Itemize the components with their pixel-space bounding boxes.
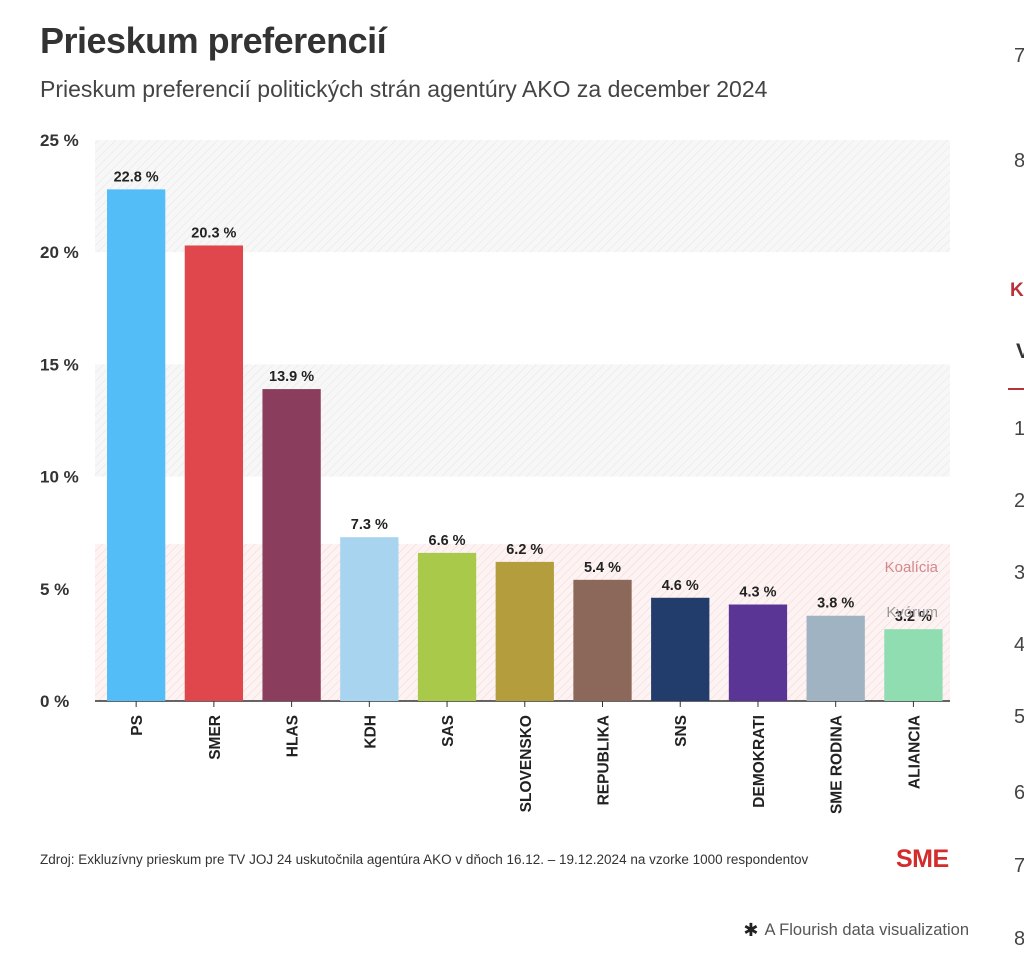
side-number: 8	[1014, 150, 1024, 172]
threshold-labels: Koalícia Kvórum	[885, 559, 939, 621]
side-number: 6	[1014, 782, 1024, 804]
y-tick-label: 10 %	[40, 468, 79, 487]
x-tick-label: KDH	[362, 715, 379, 749]
credit-label: A Flourish data visualization	[764, 921, 969, 939]
side-number: 5	[1014, 706, 1024, 728]
bars: 22.8 % 20.3 % 13.9 % 7.3 % 6.6 % 6.2 % 5.4 % 4.…	[107, 169, 943, 702]
bar-value-label: 4.3 %	[739, 585, 776, 601]
bar-hlas	[262, 389, 321, 701]
bar-value-label: 13.9 %	[269, 369, 314, 385]
bar-slovensko	[495, 561, 554, 701]
bar-chart: 0 % 5 % 10 % 15 % 20 % 25 % 22.8 % 20.3 % 13.9 …	[40, 131, 950, 814]
x-tick-label: REPUBLIKA	[596, 715, 613, 805]
x-axis: PS SMER HLAS KDH SAS SLOVENSKO REPUBLIKA SNS DEM…	[129, 701, 923, 814]
sme-logo: SME	[896, 845, 949, 873]
y-tick-label: 20 %	[40, 243, 79, 262]
x-tick-label: SLOVENSKO	[518, 715, 535, 812]
side-number: 8	[1014, 928, 1024, 950]
x-tick-label: SMER	[207, 715, 224, 760]
side-panel-divider	[1008, 388, 1024, 390]
bar-sme-rodina	[806, 615, 865, 701]
x-tick-label: HLAS	[285, 715, 302, 757]
bar-value-label: 6.2 %	[506, 542, 543, 558]
flourish-credit[interactable]: ✱ A Flourish data visualization	[743, 920, 969, 941]
asterisk-icon: ✱	[743, 920, 759, 940]
bar-sas	[417, 552, 477, 701]
side-number: 7	[1014, 45, 1024, 67]
y-tick-label: 25 %	[40, 131, 79, 150]
bar-value-label: 7.3 %	[351, 517, 388, 533]
side-number: 1	[1014, 418, 1024, 440]
bar-demokrati	[728, 604, 788, 701]
side-number: 3	[1014, 562, 1024, 584]
side-panel-tab[interactable]: Ko	[1010, 280, 1024, 301]
x-tick-label: SAS	[440, 715, 457, 747]
bar-sns	[651, 597, 710, 701]
y-tick-label: 5 %	[40, 580, 69, 599]
bar-smer	[184, 245, 244, 701]
y-tick-label: 0 %	[40, 692, 69, 711]
bar-value-label: 3.8 %	[817, 596, 854, 612]
x-tick-label: PS	[129, 715, 146, 736]
side-number: 4	[1014, 634, 1024, 656]
bar-kdh	[340, 537, 399, 701]
bar-value-label: 20.3 %	[191, 225, 236, 241]
bar-value-label: 6.6 %	[429, 533, 466, 549]
bar-value-label: 22.8 %	[114, 169, 159, 185]
background-band-hatch	[95, 140, 950, 253]
y-tick-label: 15 %	[40, 355, 79, 374]
chart-title: Prieskum preferencií	[40, 20, 387, 61]
x-tick-label: ALIANCIA	[906, 715, 923, 789]
side-panel-heading: V	[1016, 340, 1024, 363]
bar-republika	[573, 579, 632, 701]
x-tick-label: DEMOKRATI	[751, 715, 768, 808]
side-number: 2	[1014, 490, 1024, 512]
side-number: 7	[1014, 855, 1024, 877]
source-note: Zdroj: Exkluzívny prieskum pre TV JOJ 24…	[40, 852, 809, 867]
chart-subtitle: Prieskum preferencií politických strán a…	[40, 76, 768, 102]
x-tick-label: SNS	[673, 715, 690, 747]
bar-value-label: 5.4 %	[584, 560, 621, 576]
bar-value-label: 4.6 %	[662, 578, 699, 594]
threshold-label: Kvórum	[886, 604, 938, 621]
bar-ps	[107, 189, 166, 702]
x-tick-label: SME RODINA	[829, 715, 846, 814]
side-panel-numbers: 7 8 1 2 3 4 5 6 7 8	[1000, 0, 1024, 976]
threshold-label: Koalícia	[885, 559, 939, 576]
bar-aliancia	[884, 629, 943, 701]
bar-value-label: 3.2 %	[895, 609, 932, 625]
